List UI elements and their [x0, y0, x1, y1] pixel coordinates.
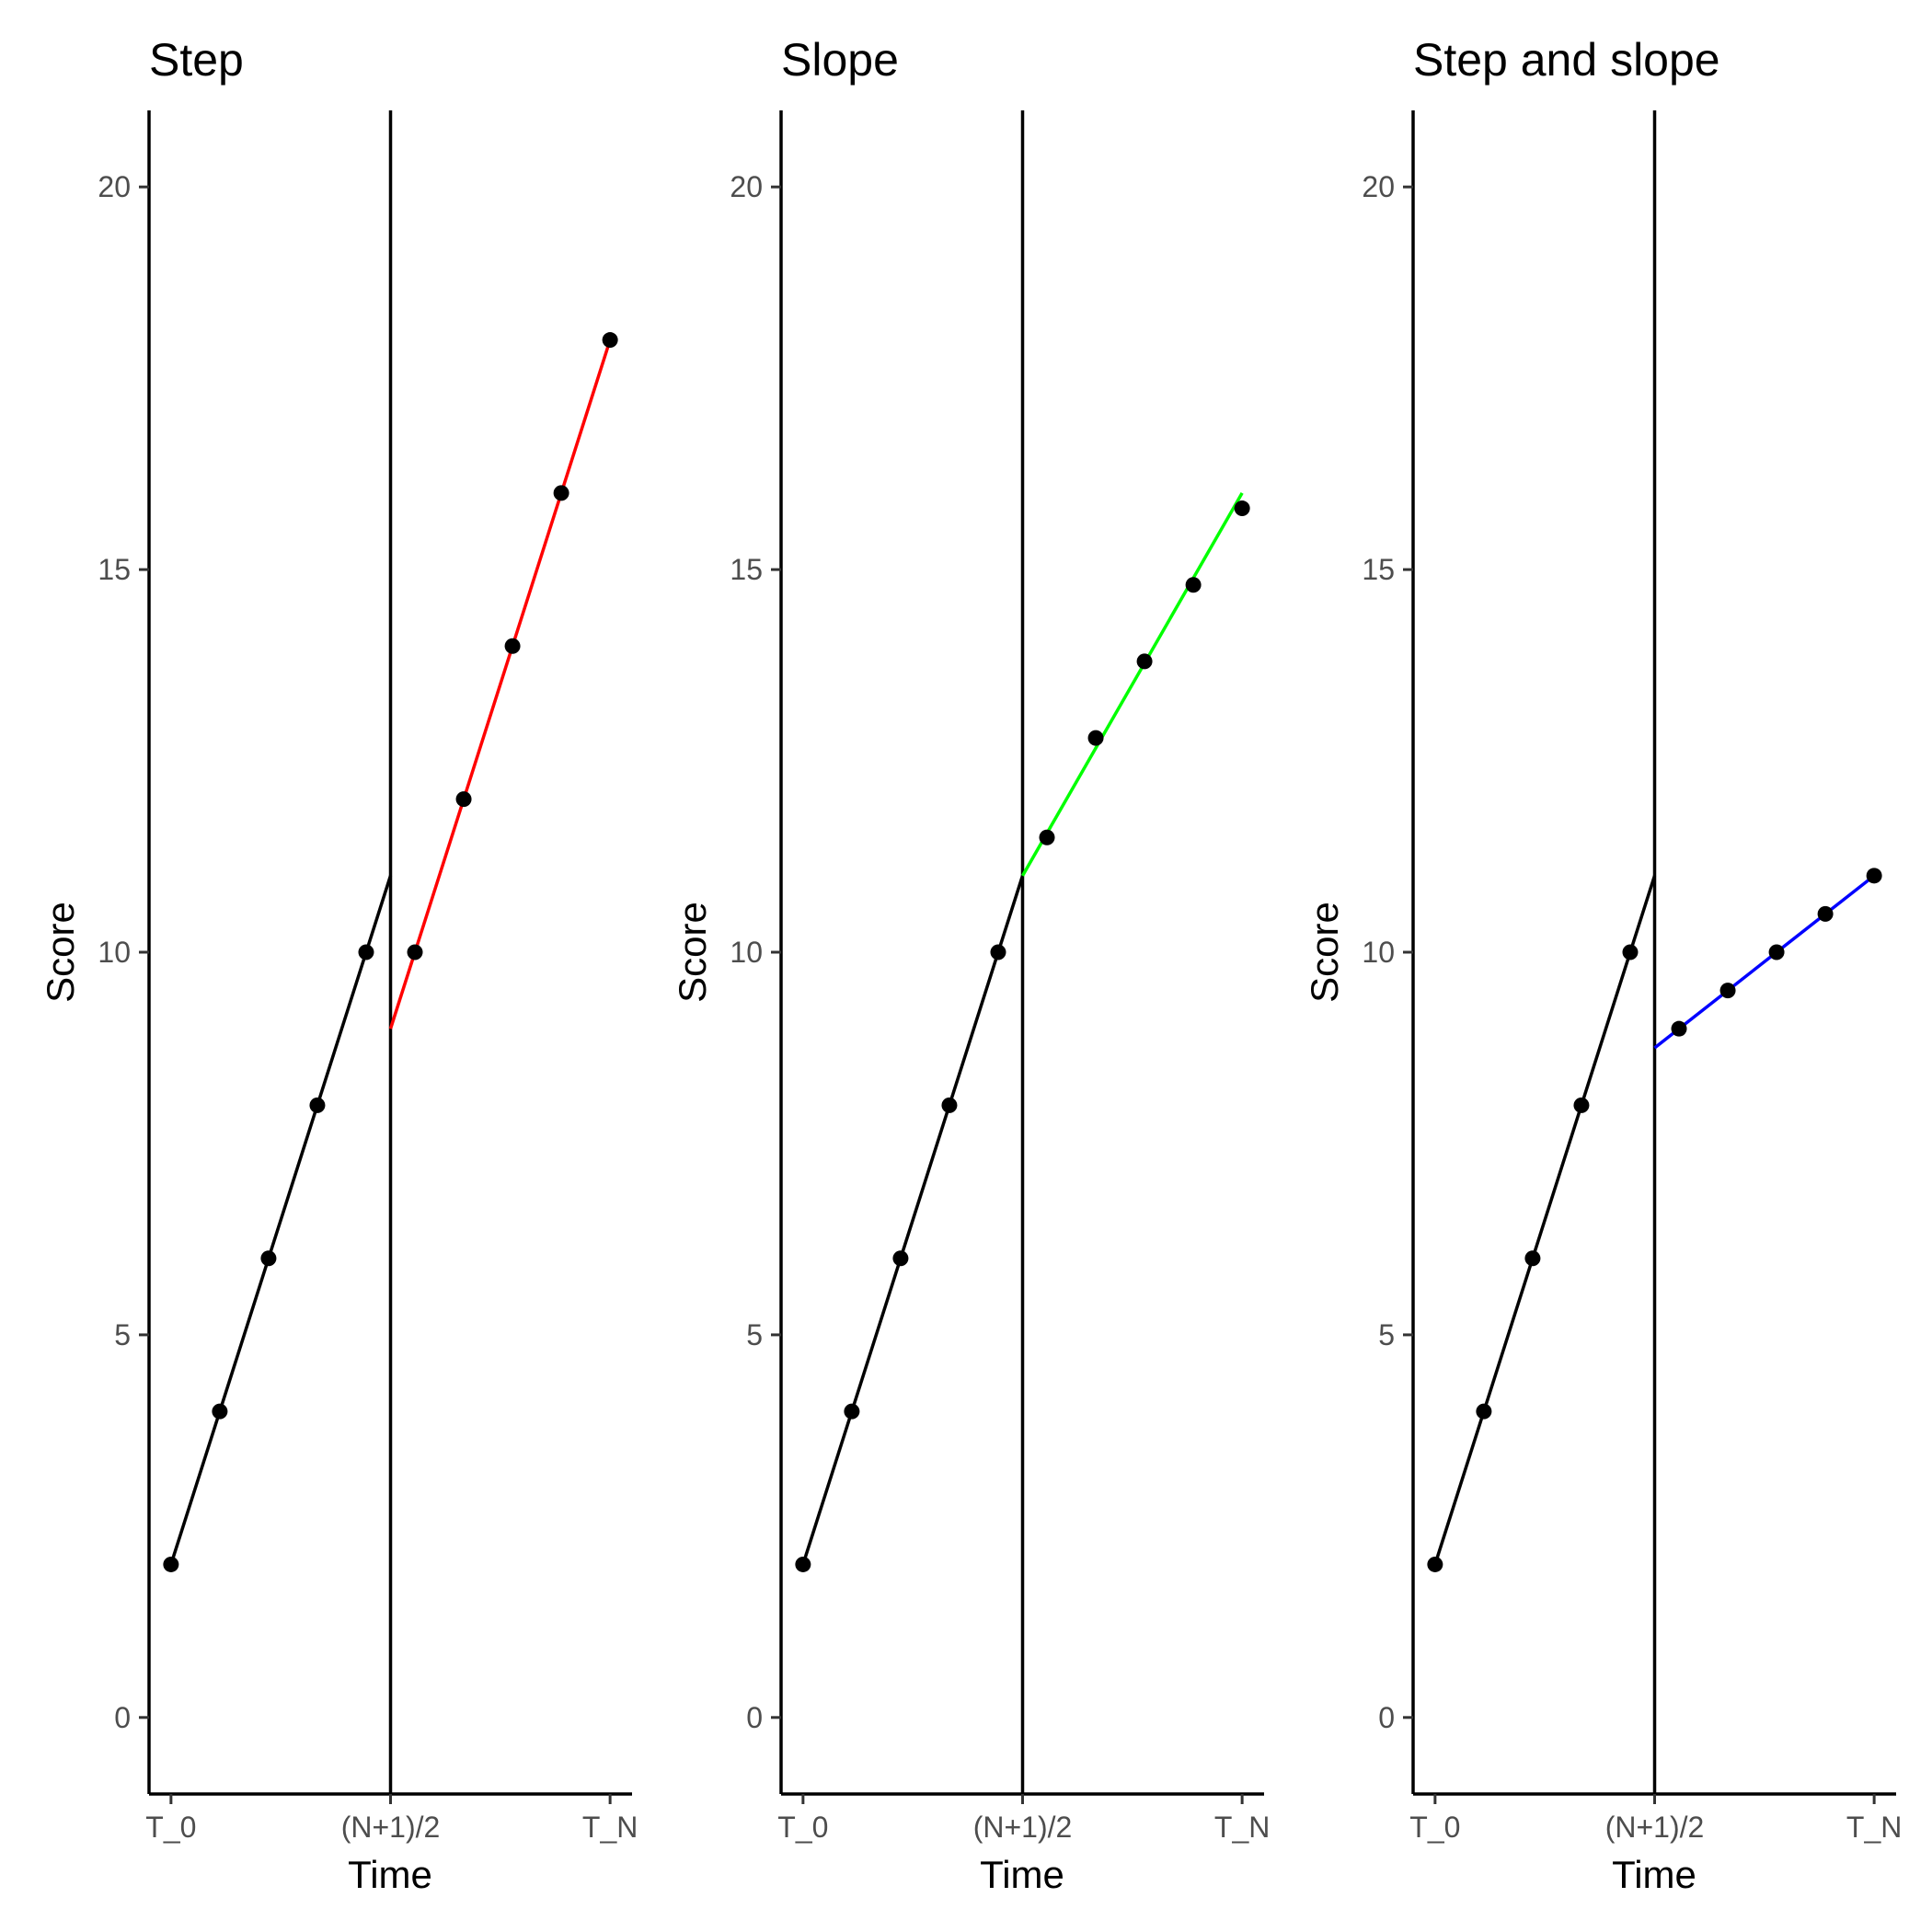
pre-data-point [941, 1097, 958, 1113]
x-axis-title: Time [348, 1853, 432, 1896]
post-trend-line [388, 339, 612, 1029]
y-tick-label: 15 [98, 553, 131, 586]
y-tick-label: 0 [114, 1701, 131, 1734]
post-data-point [1866, 868, 1882, 884]
x-tick-label: (N+1)/2 [973, 1811, 1073, 1844]
x-tick-label: T_0 [145, 1811, 196, 1844]
pre-data-point [1622, 944, 1639, 960]
pre-trend-line [1433, 875, 1657, 1565]
post-data-point [1671, 1020, 1687, 1037]
y-tick-label: 20 [730, 170, 763, 203]
x-axis-title: Time [980, 1853, 1064, 1896]
pre-data-point [260, 1250, 277, 1267]
y-tick-label: 10 [1362, 936, 1395, 969]
pre-data-point [795, 1556, 811, 1572]
y-tick-label: 0 [1378, 1701, 1395, 1734]
pre-data-point [212, 1403, 228, 1420]
panel-title: Step [149, 34, 244, 86]
y-axis-title: Score [1303, 902, 1346, 1003]
pre-data-point [1573, 1097, 1590, 1113]
post-data-point [1039, 829, 1055, 845]
panel-step-and-slope: Step and slope Score Time 0 5 10 15 20 T_0 (N+… [1303, 34, 1902, 1896]
pre-data-point [1427, 1556, 1443, 1572]
pre-data-point [358, 944, 374, 960]
panel-slope: Slope Score Time 0 5 10 15 20 T_0 (N+1)/2 T_N [671, 34, 1270, 1896]
post-data-point [1719, 983, 1736, 999]
y-tick-label: 0 [746, 1701, 763, 1734]
x-tick-label: T_0 [1409, 1811, 1460, 1844]
post-trend-line [1653, 874, 1876, 1050]
pre-data-point [990, 944, 1006, 960]
post-data-point [602, 332, 618, 349]
plot-area: 0 5 10 15 20 T_0 (N+1)/2 T_N [1362, 110, 1902, 1844]
panel-step: Step Score Time 0 5 10 15 20 T_0 (N+1)/2 T_N [39, 34, 638, 1896]
x-tick-label: T_N [1846, 1811, 1902, 1844]
y-tick-label: 10 [98, 936, 131, 969]
y-tick-label: 5 [114, 1318, 131, 1351]
y-tick-label: 15 [730, 553, 763, 586]
post-data-point [407, 944, 423, 960]
pre-trend-line [801, 875, 1025, 1565]
pre-data-point [1524, 1250, 1541, 1267]
panel-title: Slope [781, 34, 899, 86]
post-trend-line [1020, 492, 1244, 877]
post-data-point [1185, 577, 1202, 593]
post-data-point [1234, 500, 1250, 517]
plot-area: 0 5 10 15 20 T_0 (N+1)/2 T_N [730, 110, 1270, 1844]
post-data-point [455, 791, 472, 808]
x-tick-label: (N+1)/2 [341, 1811, 441, 1844]
post-data-point [1817, 905, 1834, 922]
pre-trend-line [169, 875, 393, 1565]
y-axis-title: Score [39, 902, 82, 1003]
pre-data-point [309, 1097, 326, 1113]
y-tick-label: 5 [1378, 1318, 1395, 1351]
pre-data-point [844, 1403, 860, 1420]
y-tick-label: 10 [730, 936, 763, 969]
post-data-point [504, 638, 521, 654]
post-data-point [1768, 944, 1785, 960]
y-axis-title: Score [671, 902, 714, 1003]
x-tick-label: T_0 [777, 1811, 828, 1844]
post-data-point [553, 485, 569, 501]
post-data-point [1136, 653, 1153, 670]
plot-area: 0 5 10 15 20 T_0 (N+1)/2 T_N [98, 110, 638, 1844]
x-axis-title: Time [1612, 1853, 1696, 1896]
y-tick-label: 5 [746, 1318, 763, 1351]
post-data-point [1087, 730, 1104, 746]
pre-data-point [892, 1250, 909, 1267]
y-tick-label: 15 [1362, 553, 1395, 586]
x-tick-label: T_N [1214, 1811, 1270, 1844]
y-tick-label: 20 [1362, 170, 1395, 203]
pre-data-point [163, 1556, 179, 1572]
x-tick-label: (N+1)/2 [1605, 1811, 1705, 1844]
pre-data-point [1476, 1403, 1492, 1420]
y-tick-label: 20 [98, 170, 131, 203]
panel-title: Step and slope [1413, 34, 1720, 86]
x-tick-label: T_N [582, 1811, 638, 1844]
